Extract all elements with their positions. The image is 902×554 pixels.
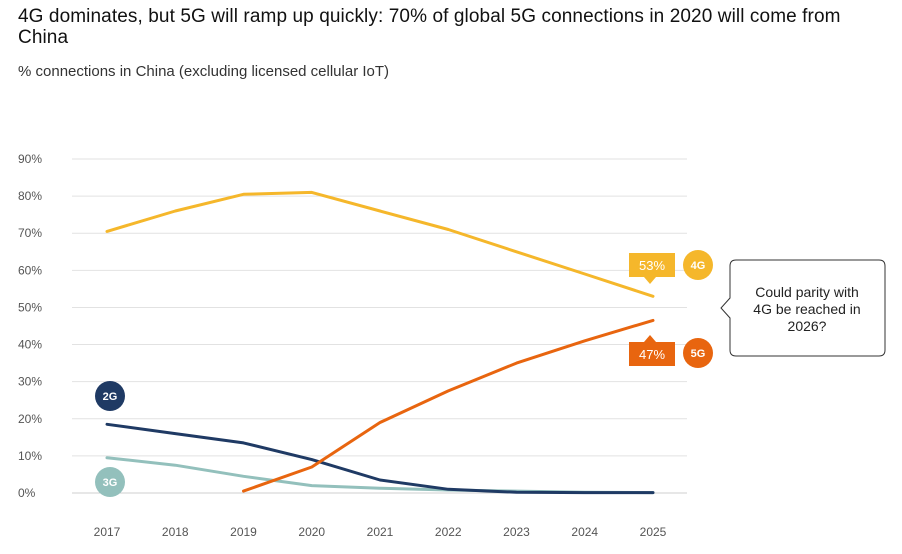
gridlines — [72, 158, 687, 494]
x-tick-label: 2019 — [230, 525, 257, 539]
value-box — [629, 342, 675, 366]
callout-line: Could parity with — [755, 284, 859, 300]
x-tick-label: 2017 — [94, 525, 121, 539]
y-tick-label: 80% — [18, 189, 42, 203]
series-line-3g — [105, 456, 655, 495]
badge-label: 3G — [103, 477, 118, 489]
series-line-2g — [105, 422, 655, 495]
callout-line: 2026? — [788, 318, 827, 334]
badge-label: 5G — [691, 348, 706, 360]
value-box — [629, 253, 675, 277]
chart-title: 4G dominates, but 5G will ramp up quickl… — [18, 6, 841, 48]
x-axis-ticks: 2017 2018 2019 2020 2021 2022 2023 2024 2025 — [94, 525, 667, 539]
callout-line: 4G be reached in — [753, 301, 860, 317]
value-box-pointer — [644, 277, 656, 284]
series-badge-3g: 3G — [95, 467, 125, 497]
x-tick-label: 2018 — [162, 525, 189, 539]
series-badge-5g: 5G — [683, 338, 713, 368]
badge-circle — [95, 467, 125, 497]
series-badge-4g: 4G — [683, 250, 713, 280]
chart-subtitle: % connections in China (excluding licens… — [18, 63, 390, 80]
y-tick-label: 0% — [18, 486, 36, 500]
end-value-label-5g: 47% — [629, 335, 675, 366]
badge-label: 4G — [691, 260, 706, 272]
value-box-pointer — [644, 335, 656, 342]
badge-circle — [683, 250, 713, 280]
y-tick-label: 60% — [18, 263, 42, 277]
series-line-5g — [242, 318, 655, 493]
series-labels: 2G 3G 4G 5G 53% 47% — [95, 250, 713, 497]
callout-border — [720, 259, 886, 357]
y-axis-ticks: 0% 10% 20% 30% 40% 50% 60% 70% 80% 90% — [18, 152, 42, 500]
x-tick-label: 2022 — [435, 525, 462, 539]
y-tick-label: 20% — [18, 412, 42, 426]
badge-circle — [95, 381, 125, 411]
badge-circle — [683, 338, 713, 368]
value-text: 53% — [639, 258, 665, 273]
y-tick-label: 10% — [18, 449, 42, 463]
end-value-label-4g: 53% — [629, 253, 675, 284]
value-text: 47% — [639, 347, 665, 362]
badge-label: 2G — [103, 391, 118, 403]
series-line-4g — [105, 190, 655, 298]
y-tick-label: 30% — [18, 375, 42, 389]
x-tick-label: 2025 — [640, 525, 667, 539]
y-tick-label: 40% — [18, 338, 42, 352]
x-tick-label: 2021 — [367, 525, 394, 539]
y-tick-label: 50% — [18, 300, 42, 314]
x-tick-label: 2024 — [571, 525, 598, 539]
y-tick-label: 90% — [18, 152, 42, 166]
y-tick-label: 70% — [18, 226, 42, 240]
x-tick-label: 2023 — [503, 525, 530, 539]
series-badge-2g: 2G — [95, 381, 125, 411]
series-lines — [105, 190, 655, 495]
x-tick-label: 2020 — [298, 525, 325, 539]
